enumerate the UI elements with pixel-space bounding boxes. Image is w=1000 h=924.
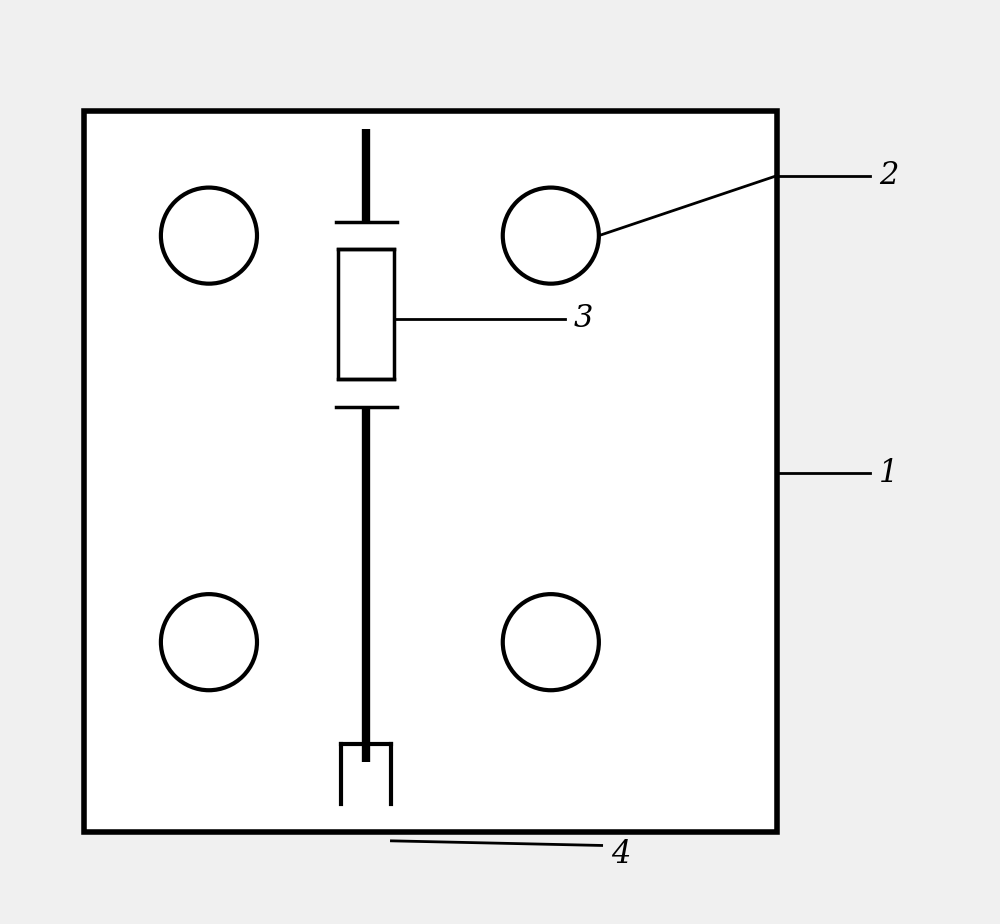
Circle shape [161,188,257,284]
Bar [84,111,777,832]
Text: 4: 4 [611,839,630,870]
Circle shape [503,188,599,284]
Text: 1: 1 [879,457,898,489]
Bar [338,249,394,379]
Text: 2: 2 [879,160,898,191]
Circle shape [503,594,599,690]
Circle shape [161,594,257,690]
Text: 3: 3 [574,303,593,334]
